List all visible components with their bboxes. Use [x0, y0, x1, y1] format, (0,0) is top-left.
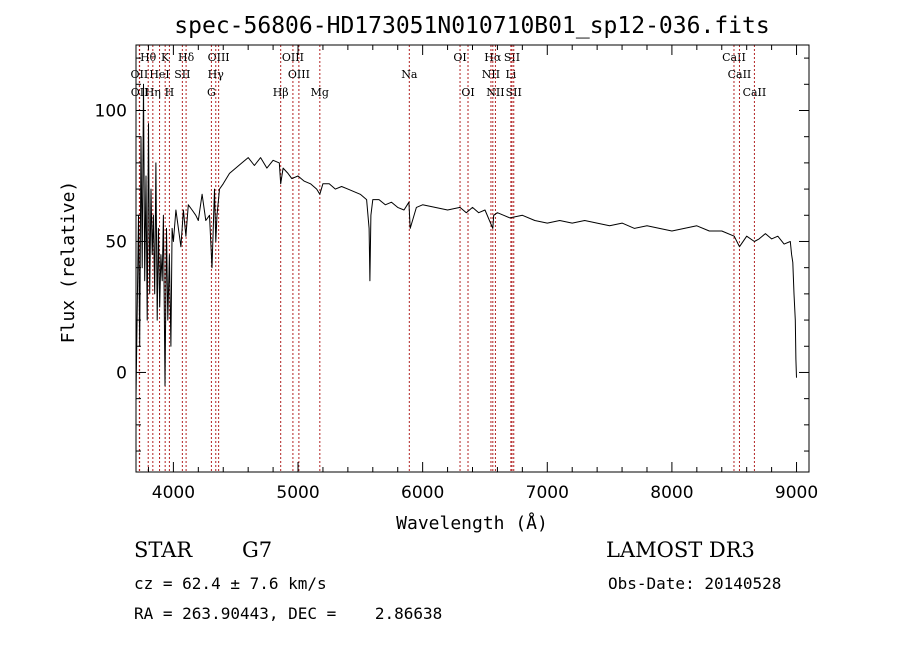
- y-tick-label: 100: [95, 101, 127, 121]
- spectral-line-label: Hη: [145, 86, 161, 99]
- spectral-line-label: Mg: [311, 86, 329, 99]
- spectral-line-label: SII: [174, 68, 190, 81]
- spectral-line-label: Hα: [484, 51, 502, 64]
- spectral-line-label: OIII: [282, 51, 304, 64]
- x-tick-label: 9000: [775, 483, 818, 503]
- x-tick-label: 4000: [152, 483, 195, 503]
- series-layer: [135, 83, 797, 399]
- spectral-line-label: OIII: [208, 51, 230, 64]
- survey-name: LAMOST DR3: [606, 538, 755, 562]
- x-tick-label: 7000: [526, 483, 569, 503]
- spectral-line-label: OI: [453, 51, 466, 64]
- spectral-line-label: G: [207, 86, 216, 99]
- spectral-line-label: SII: [506, 86, 522, 99]
- spectral-line-label: CaII: [743, 86, 767, 99]
- coordinates-text: RA = 263.90443, DEC = 2.86638: [134, 604, 443, 623]
- x-tick-label: 6000: [401, 483, 444, 503]
- redshift-text: cz = 62.4 ± 7.6 km/s: [134, 574, 327, 593]
- obs-date-text: Obs-Date: 20140528: [608, 574, 782, 593]
- spectral-line-label: Li: [505, 68, 516, 81]
- x-axis-label: Wavelength (Å): [396, 512, 548, 534]
- spectral-line-label: HeI: [149, 68, 169, 81]
- y-axis-label: Flux (relative): [58, 181, 79, 344]
- spectral-line-label: SII: [504, 51, 520, 64]
- spectral-line-label: NII: [482, 68, 500, 81]
- x-tick-label: 5000: [276, 483, 319, 503]
- chart-title: spec-56806-HD173051N010710B01_sp12-036.f…: [174, 13, 769, 39]
- object-class: STAR: [134, 538, 193, 562]
- subclass: G7: [242, 538, 273, 562]
- spectral-line-label: Hγ: [208, 68, 225, 81]
- spectral-line-label: K: [161, 51, 170, 64]
- spectral-line-label: NII: [486, 86, 504, 99]
- spectral-line-label: CaII: [728, 68, 752, 81]
- x-tick-label: 8000: [650, 483, 693, 503]
- spectral-line-label: Hδ: [178, 51, 195, 64]
- y-tick-label: 0: [116, 363, 127, 383]
- y-tick-label: 50: [105, 232, 127, 252]
- spectral-line-label: Hβ: [273, 86, 289, 99]
- spectral-line-label: Na: [401, 68, 418, 81]
- spectral-line-label: Hθ: [140, 51, 157, 64]
- series-line-flux: [135, 83, 797, 399]
- axis-ticks: 4000 5000 6000 7000 8000 9000 0 50 100: [95, 45, 818, 503]
- spectral-line-label: OIII: [288, 68, 310, 81]
- spectral-line-label: H: [165, 86, 175, 99]
- plot-frame: [135, 44, 810, 473]
- spectral-line-label: OI: [461, 86, 474, 99]
- spectral-line-label: CaII: [722, 51, 746, 64]
